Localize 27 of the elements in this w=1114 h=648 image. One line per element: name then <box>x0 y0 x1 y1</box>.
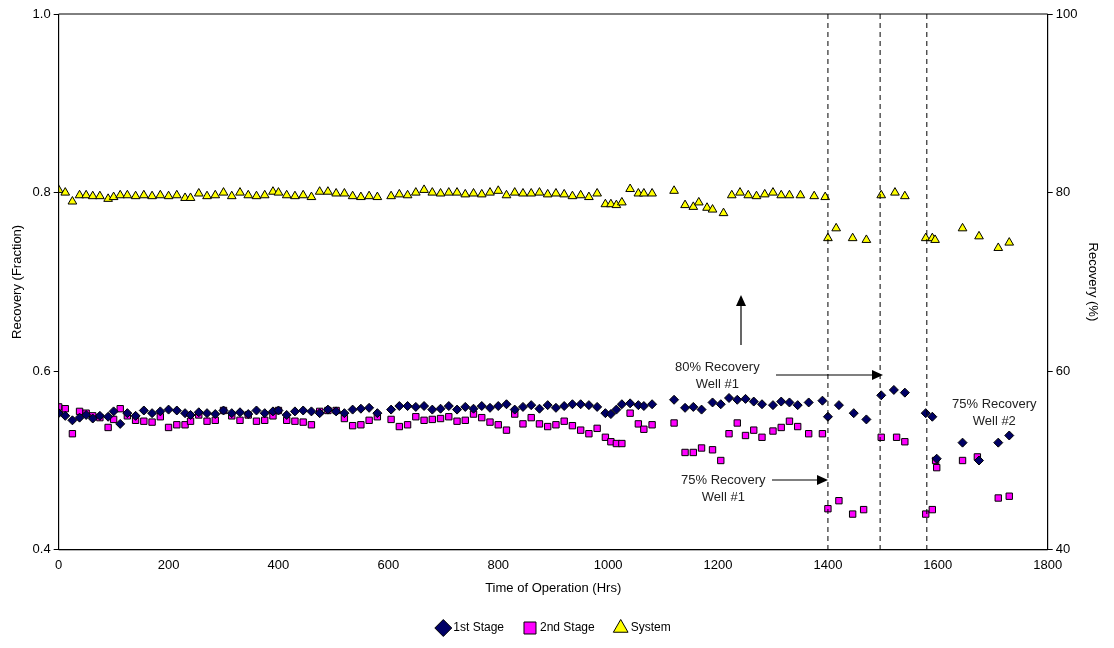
y2-tick-label: 80 <box>1055 184 1071 200</box>
y-tick-label: 0.4 <box>32 541 51 557</box>
x-tick-label: 800 <box>487 557 510 573</box>
x-tick-label: 1800 <box>1033 557 1063 573</box>
legend-label: System <box>630 620 671 635</box>
x-tick-label: 1200 <box>703 557 733 573</box>
legend-label: 2nd Stage <box>539 620 596 635</box>
x-tick-label: 1600 <box>923 557 953 573</box>
y-tick-label: 1.0 <box>32 5 51 21</box>
x-tick-label: 0 <box>55 557 63 573</box>
y2-tick-label: 40 <box>1055 541 1071 557</box>
x-tick-label: 200 <box>157 557 180 573</box>
y2-tick-label: 60 <box>1055 362 1071 378</box>
y-axis-title: Recovery (Fraction) <box>9 224 25 339</box>
y2-tick-label: 100 <box>1055 5 1078 21</box>
legend-label: 1st Stage <box>453 620 505 635</box>
x-tick-label: 400 <box>267 557 290 573</box>
x-tick-label: 1000 <box>593 557 623 573</box>
annotation: 80% Recovery Well #1 <box>675 358 761 391</box>
annotation: 75% Recovery Well #1 <box>681 472 767 505</box>
y-tick-label: 0.8 <box>32 184 51 200</box>
x-axis-title: Time of Operation (Hrs) <box>485 579 622 595</box>
y-tick-label: 0.6 <box>32 362 51 378</box>
x-tick-label: 1400 <box>813 557 843 573</box>
annotation: 75% Recovery Well #2 <box>952 396 1038 429</box>
x-tick-label: 600 <box>377 557 400 573</box>
y2-axis-title: Recovery (%) <box>1085 242 1101 322</box>
